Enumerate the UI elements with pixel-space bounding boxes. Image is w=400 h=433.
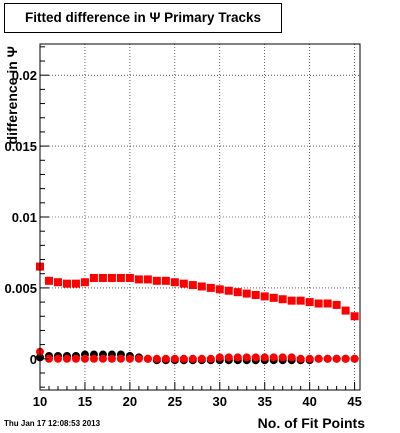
x-tick-label: 45 — [347, 394, 361, 409]
data-point-circle — [305, 354, 314, 363]
x-tick-label: 10 — [33, 394, 47, 409]
data-point-circle — [80, 354, 89, 363]
data-point-circle — [233, 353, 242, 362]
data-point-circle — [197, 354, 206, 363]
data-point-square — [269, 293, 278, 302]
data-point-square — [332, 300, 341, 309]
data-point-square — [107, 273, 116, 282]
data-point-circle — [341, 354, 350, 363]
y-tick-label: 0.01 — [12, 210, 37, 225]
data-point-square — [161, 276, 170, 285]
data-point-square — [251, 290, 260, 299]
data-point-square — [134, 275, 143, 284]
data-point-square — [305, 298, 314, 307]
data-point-circle — [296, 354, 305, 363]
data-point-circle — [170, 354, 179, 363]
data-point-circle — [161, 354, 170, 363]
data-point-square — [323, 299, 332, 308]
data-point-circle — [143, 354, 152, 363]
data-point-circle — [125, 354, 134, 363]
data-point-square — [233, 288, 242, 297]
data-point-circle — [116, 354, 125, 363]
data-point-circle — [152, 354, 161, 363]
x-tick-label: 20 — [123, 394, 137, 409]
x-tick-label: 35 — [257, 394, 271, 409]
data-point-circle — [314, 354, 323, 363]
y-tick-label: 0.015 — [4, 139, 37, 154]
data-point-square — [341, 306, 350, 315]
data-point-square — [350, 312, 359, 321]
x-tick-label: 25 — [168, 394, 182, 409]
data-point-circle — [89, 354, 98, 363]
data-point-square — [260, 292, 269, 301]
data-point-circle — [278, 353, 287, 362]
data-point-square — [242, 289, 251, 298]
data-point-circle — [179, 354, 188, 363]
data-point-square — [80, 278, 89, 287]
data-point-circle — [206, 354, 215, 363]
y-axis-label: difference in Ψ — [4, 46, 20, 144]
grid — [39, 44, 360, 390]
x-tick-label: 30 — [213, 394, 227, 409]
data-point-square — [278, 295, 287, 304]
x-tick-label: 40 — [302, 394, 316, 409]
data-point-circle — [62, 354, 71, 363]
data-marks — [36, 262, 359, 365]
data-point-square — [296, 296, 305, 305]
data-point-square — [44, 276, 53, 285]
x-axis-label: No. of Fit Points — [258, 415, 366, 431]
data-point-circle — [98, 354, 107, 363]
data-point-circle — [242, 353, 251, 362]
data-point-square — [314, 299, 323, 308]
data-point-circle — [287, 353, 296, 362]
data-point-circle — [215, 353, 224, 362]
data-point-square — [197, 282, 206, 291]
data-point-circle — [332, 354, 341, 363]
data-point-square — [62, 279, 71, 288]
data-point-circle — [53, 354, 62, 363]
x-tick-label: 15 — [78, 394, 92, 409]
data-point-circle — [251, 353, 260, 362]
data-point-square — [98, 273, 107, 282]
data-point-square — [152, 276, 161, 285]
chart-title: Fitted difference in Ψ Primary Tracks — [4, 3, 282, 33]
data-point-circle — [71, 354, 80, 363]
data-point-square — [53, 278, 62, 287]
data-point-square — [215, 285, 224, 294]
timestamp-footer: Thu Jan 17 12:08:53 2013 — [4, 419, 101, 428]
data-point-square — [170, 278, 179, 287]
data-point-square — [89, 273, 98, 282]
data-point-circle — [224, 353, 233, 362]
data-point-circle — [350, 354, 359, 363]
data-point-circle — [269, 353, 278, 362]
data-point-circle — [134, 354, 143, 363]
data-point-square — [224, 286, 233, 295]
data-point-circle — [260, 353, 269, 362]
data-point-square — [116, 273, 125, 282]
data-point-circle — [323, 354, 332, 363]
data-point-square — [287, 296, 296, 305]
data-point-square — [143, 275, 152, 284]
data-point-square — [179, 279, 188, 288]
data-point-square — [125, 273, 134, 282]
axes: 10 15 20 25 30 35 40 45 0 0.005 0.01 0.015 0.02 — [4, 43, 362, 409]
y-tick-label: 0 — [30, 352, 37, 367]
data-point-square — [71, 279, 80, 288]
y-tick-label: 0.02 — [12, 68, 37, 83]
data-point-circle — [188, 354, 197, 363]
data-point-square — [188, 281, 197, 290]
data-point-square — [206, 283, 215, 292]
y-tick-label: 0.005 — [4, 281, 37, 296]
data-point-circle — [107, 354, 116, 363]
